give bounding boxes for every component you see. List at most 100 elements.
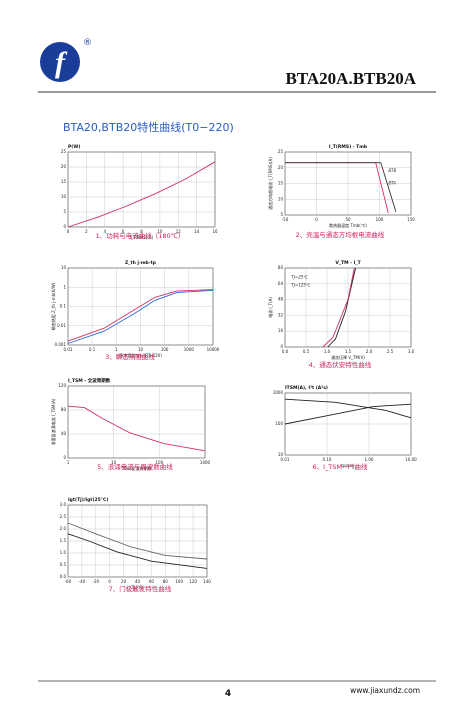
- y-axis-label: 通态方均根电流 I_T(RMS)(A): [267, 157, 273, 210]
- figure-caption: 5、浪涌电流与周波数曲线: [97, 462, 173, 471]
- x-tick-label: -20: [93, 579, 100, 584]
- x-tick-label: 10: [138, 347, 144, 352]
- x-tick-label: 100: [156, 460, 164, 465]
- y-tick-label: 40: [61, 431, 67, 436]
- x-tick-label: 3.0: [408, 349, 415, 354]
- y-tick-label: 1.0: [60, 550, 67, 555]
- y-axis-label: 瞬态热阻 Z_th j-mb(K/W): [50, 282, 56, 330]
- y-tick-label: 10: [61, 265, 67, 270]
- curve: [67, 289, 214, 342]
- x-tick-label: 1: [115, 347, 118, 352]
- y-tick-label: 0: [280, 344, 283, 349]
- y-tick-label: 25: [61, 149, 67, 154]
- y-tick-label: 1000: [273, 390, 284, 395]
- y-tick-label: 48: [278, 297, 284, 302]
- figure-caption: 6、I_TSM−I²t曲线: [312, 462, 368, 471]
- x-axis-label: 散热器温度 Tmb(℃): [329, 222, 367, 228]
- figure-caption: 3、瞬态热阻曲线: [105, 352, 155, 361]
- y-tick-label: 15: [61, 179, 67, 184]
- curve: [322, 267, 355, 348]
- x-tick-label: 1000: [184, 347, 195, 352]
- y-tick-label: 0: [63, 224, 66, 229]
- figure-title: Z_th j-mb-tp: [125, 260, 157, 266]
- x-tick-label: 0.5: [303, 349, 310, 354]
- x-tick-label: -50: [282, 217, 289, 222]
- curve: [284, 398, 412, 419]
- figure-title: Igt(Tj)/Igt(25°C): [68, 497, 108, 503]
- x-tick-label: 12: [176, 229, 182, 234]
- x-tick-label: 120: [189, 579, 197, 584]
- figure-title: I_T(RMS) - Tmb: [329, 144, 368, 150]
- y-tick-label: 15: [278, 181, 284, 186]
- x-axis-label: Tj(°C): [131, 585, 144, 590]
- figure-caption: 2、壳温与通态方均根电流曲线: [296, 230, 385, 239]
- page-number: 4: [225, 689, 231, 699]
- figure-title: I_TSM - 全波周期数: [68, 377, 111, 384]
- registered-mark: ®: [83, 38, 92, 48]
- x-tick-label: 0: [67, 229, 70, 234]
- curve: [67, 405, 206, 452]
- curve: [284, 403, 412, 425]
- y-tick-label: 120: [58, 383, 66, 388]
- x-tick-label: 40: [135, 579, 141, 584]
- x-tick-label: 1000: [200, 460, 211, 465]
- curve: [67, 533, 208, 569]
- y-tick-label: 16: [278, 328, 284, 333]
- figure-title: V_TM - I_T: [335, 260, 361, 266]
- x-tick-label: 1.0: [324, 349, 331, 354]
- x-tick-label: 10: [111, 460, 117, 465]
- curve-label: BTA: [388, 181, 396, 186]
- x-tick-label: 50: [345, 217, 351, 222]
- x-tick-label: 1: [67, 460, 70, 465]
- y-tick-label: 0.0: [60, 574, 67, 579]
- x-tick-label: 10.00: [405, 457, 417, 462]
- x-axis-label: 50Hz全波周期数: [121, 465, 151, 471]
- x-axis-label: 通态压降 V_TM(V): [331, 354, 365, 360]
- x-tick-label: 100: [376, 217, 384, 222]
- x-tick-label: 16: [212, 229, 218, 234]
- y-tick-label: 2.5: [60, 514, 67, 519]
- x-axis-label: I_T(RMS)(A): [130, 235, 154, 240]
- x-tick-label: 80: [163, 579, 169, 584]
- y-tick-label: 1: [63, 284, 66, 289]
- curve: [67, 522, 208, 560]
- figure-caption: 1、功耗与电流曲线（180℃）: [96, 231, 185, 240]
- x-tick-label: 10: [157, 229, 163, 234]
- y-tick-label: 10: [278, 196, 284, 201]
- curve-label: Tj=25℃: [291, 274, 308, 279]
- y-tick-label: 10: [61, 194, 67, 199]
- x-tick-label: 4: [103, 229, 106, 234]
- header-title: BTA20A.BTB20A: [285, 69, 416, 88]
- y-tick-label: 32: [278, 312, 284, 317]
- x-axis-label: tp(ms): [341, 463, 355, 468]
- y-tick-label: 1.5: [60, 538, 67, 543]
- plot-area: [67, 385, 206, 459]
- x-tick-label: 1.5: [345, 349, 352, 354]
- x-tick-label: -60: [65, 579, 72, 584]
- y-tick-label: 100: [275, 421, 283, 426]
- x-tick-label: 0.01: [64, 347, 73, 352]
- y-tick-label: 20: [278, 165, 284, 170]
- y-tick-label: 20: [61, 164, 67, 169]
- y-tick-label: 5: [280, 212, 283, 217]
- y-tick-label: 0.1: [60, 304, 67, 309]
- y-axis-label: 电流 I_T(A): [267, 297, 273, 318]
- y-tick-label: 5: [63, 209, 66, 214]
- x-tick-label: 0.01: [281, 457, 290, 462]
- x-tick-label: 0.1: [89, 347, 96, 352]
- y-tick-label: 0.001: [55, 342, 67, 347]
- x-tick-label: 14: [194, 229, 200, 234]
- y-tick-label: 80: [278, 265, 284, 270]
- y-tick-label: 2.0: [60, 526, 67, 531]
- x-tick-label: 1.00: [365, 457, 374, 462]
- curve-label: Tj=125℃: [291, 282, 311, 287]
- x-tick-label: 150: [407, 217, 415, 222]
- y-tick-label: 0: [63, 455, 66, 460]
- x-tick-label: 100: [175, 579, 183, 584]
- y-tick-label: 25: [278, 149, 284, 154]
- x-tick-label: 0.10: [323, 457, 332, 462]
- website: www.jiaxundz.com: [350, 686, 420, 695]
- x-tick-label: 140: [203, 579, 211, 584]
- x-tick-label: 2: [85, 229, 88, 234]
- y-tick-label: 0.01: [57, 323, 66, 328]
